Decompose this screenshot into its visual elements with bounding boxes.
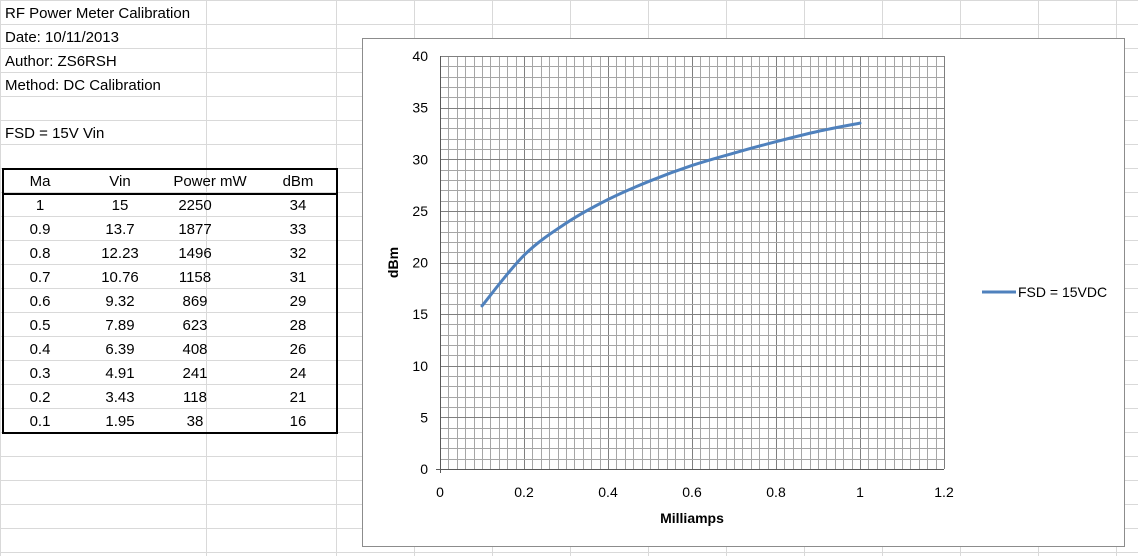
table-cell: 33 xyxy=(289,221,307,238)
table-header-cell: Ma xyxy=(29,173,51,190)
y-tick-label: 25 xyxy=(412,203,428,219)
table-cell: 2250 xyxy=(178,197,212,214)
table-cell: 623 xyxy=(182,317,208,334)
table-cell: 1158 xyxy=(178,269,212,286)
x-tick-label: 1 xyxy=(856,484,864,500)
table-header-cell: Power mW xyxy=(173,173,247,190)
table-border xyxy=(2,168,338,434)
y-tick-label: 10 xyxy=(412,358,428,374)
table-cell: 0.6 xyxy=(29,293,51,310)
table-cell: 15 xyxy=(111,197,129,214)
table-cell: 29 xyxy=(289,293,307,310)
y-tick-label: 5 xyxy=(420,409,428,425)
table-cell: 0.1 xyxy=(29,413,51,430)
table-header-cell: Vin xyxy=(109,173,131,190)
table-cell: 6.39 xyxy=(105,341,135,358)
table-cell: 21 xyxy=(289,389,307,406)
table-cell: 0.4 xyxy=(29,341,51,358)
fsd-text: FSD = 15V Vin xyxy=(5,125,105,142)
table-cell: 38 xyxy=(186,413,204,430)
table-cell: 0.9 xyxy=(29,221,51,238)
calibration-chart: 0 5 10 15 20 25 30 35 40 0 0.2 0.4 0.6 0.8 1 1.2 Milliam… xyxy=(385,48,1107,526)
y-tick-label: 30 xyxy=(412,151,428,167)
table-cell: 16 xyxy=(289,413,307,430)
table-cell: 0.3 xyxy=(29,365,51,382)
sheet-title: RF Power Meter Calibration xyxy=(5,5,191,22)
table-cell: 118 xyxy=(183,389,207,406)
table-cell: 32 xyxy=(289,245,307,262)
method-text: Method: DC Calibration xyxy=(5,77,161,94)
x-tick-label: 0 xyxy=(436,484,444,500)
table-cell: 3.43 xyxy=(105,389,135,406)
table-cell: 24 xyxy=(289,365,307,382)
table-cell: 10.76 xyxy=(101,269,139,286)
x-tick-label: 0.8 xyxy=(766,484,786,500)
table-cell: 1496 xyxy=(178,245,212,262)
table-cell: 9.32 xyxy=(105,293,135,310)
date-text: Date: 10/11/2013 xyxy=(5,29,119,46)
x-tick-label: 1.2 xyxy=(934,484,954,500)
table-header-cell: dBm xyxy=(282,173,314,190)
x-tick-label: 0.6 xyxy=(682,484,702,500)
author-text: Author: ZS6RSH xyxy=(5,53,117,70)
y-tick-label: 20 xyxy=(412,255,428,271)
y-tick-label: 40 xyxy=(412,48,428,64)
table-cell: 0.5 xyxy=(29,317,51,334)
table-cell: 34 xyxy=(289,197,307,214)
table-cell: 26 xyxy=(289,341,307,358)
table-cell: 4.91 xyxy=(105,365,135,382)
table-header-underline xyxy=(2,193,338,195)
y-axis-title: dBm xyxy=(385,247,401,278)
table-cell: 0.8 xyxy=(29,245,51,262)
chart-grid xyxy=(440,56,945,470)
table-cell: 1877 xyxy=(178,221,212,238)
table-cell: 0.2 xyxy=(29,389,51,406)
table-cell: 241 xyxy=(182,365,208,382)
y-tick-label: 35 xyxy=(412,100,428,116)
table-cell: 1.95 xyxy=(105,413,135,430)
x-tick-label: 0.4 xyxy=(598,484,618,500)
table-cell: 408 xyxy=(182,341,208,358)
table-cell: 0.7 xyxy=(29,269,51,286)
table-cell: 13.7 xyxy=(105,221,135,238)
table-cell: 869 xyxy=(182,293,208,310)
table-cell: 28 xyxy=(289,317,307,334)
x-tick-label: 0.2 xyxy=(514,484,534,500)
table-cell: 1 xyxy=(35,197,45,214)
table-cell: 7.89 xyxy=(105,317,135,334)
table-cell: 31 xyxy=(289,269,307,286)
series-line[interactable] xyxy=(480,121,862,308)
y-tick-label: 0 xyxy=(420,461,428,477)
y-tick-label: 15 xyxy=(412,306,428,322)
x-axis-title: Milliamps xyxy=(660,510,724,526)
legend-label: FSD = 15VDC xyxy=(1018,284,1107,300)
table-cell: 12.23 xyxy=(101,245,139,262)
